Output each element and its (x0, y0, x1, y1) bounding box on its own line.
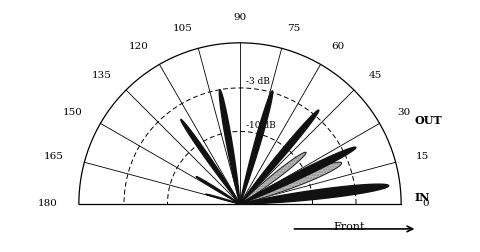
Text: IN: IN (414, 192, 430, 203)
Text: 90: 90 (233, 13, 247, 22)
Polygon shape (181, 119, 240, 204)
Text: 75: 75 (287, 23, 300, 33)
Polygon shape (240, 110, 319, 204)
Polygon shape (240, 147, 356, 204)
Polygon shape (206, 194, 240, 204)
Text: 105: 105 (173, 23, 193, 33)
Text: 120: 120 (129, 42, 149, 51)
Text: 15: 15 (416, 152, 429, 161)
Text: 60: 60 (331, 42, 344, 51)
Text: 165: 165 (44, 152, 64, 161)
Text: 180: 180 (38, 199, 58, 208)
Polygon shape (240, 91, 273, 204)
Text: OUT: OUT (414, 115, 442, 126)
Text: 0: 0 (422, 199, 429, 208)
Text: -10 dB: -10 dB (246, 121, 276, 130)
Polygon shape (219, 90, 240, 204)
Polygon shape (240, 152, 306, 204)
Polygon shape (196, 177, 240, 204)
Text: -3 dB: -3 dB (246, 77, 270, 86)
Polygon shape (240, 184, 389, 204)
Text: 30: 30 (398, 108, 411, 117)
Polygon shape (240, 162, 342, 204)
Text: 150: 150 (62, 108, 82, 117)
Text: 45: 45 (369, 71, 382, 80)
Text: Front: Front (334, 222, 365, 232)
Text: 135: 135 (91, 71, 111, 80)
